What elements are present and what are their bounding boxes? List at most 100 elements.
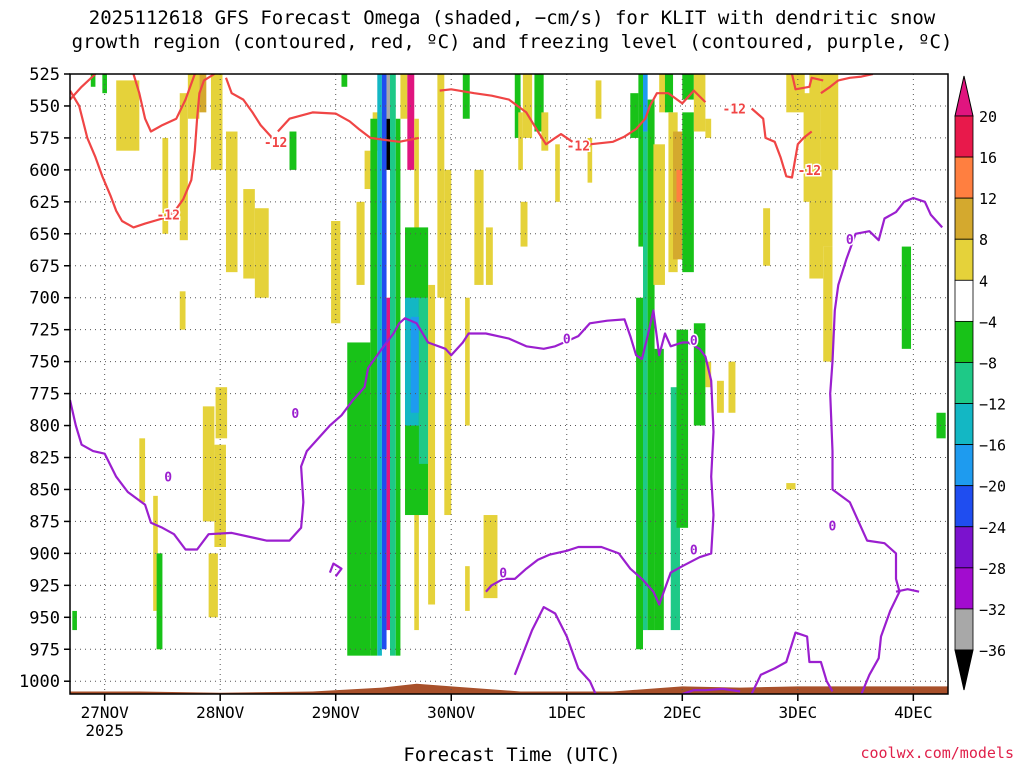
omega-cell (670, 387, 680, 631)
y-tick-label: 850 (29, 480, 60, 500)
omega-cell (820, 74, 839, 170)
omega-cell (386, 74, 391, 119)
omega-cell (555, 144, 560, 202)
x-tick-label: 2DEC (663, 703, 702, 722)
omega-cell (395, 118, 401, 656)
y-tick-label: 625 (29, 193, 60, 213)
omega-cell (638, 74, 644, 247)
omega-cell (483, 515, 498, 599)
x-tick-label: 28NOV (196, 703, 245, 722)
colorbar-top-arrow (954, 75, 974, 117)
omega-cell (210, 74, 223, 170)
snow-growth-contour-line (277, 111, 420, 143)
colorbar-swatch (954, 485, 974, 528)
freezing-level-contour-label: 0 (690, 544, 698, 559)
omega-cell (162, 137, 169, 234)
credit-link[interactable]: coolwx.com/models (860, 744, 1014, 762)
omega-cell (199, 74, 207, 113)
omega-cell (410, 316, 419, 413)
colorbar-swatch (954, 444, 974, 487)
omega-cell (187, 74, 200, 119)
omega-cell (331, 221, 341, 324)
x-tick-label: 3DEC (779, 703, 818, 722)
omega-cell (541, 112, 549, 151)
x-tick-label: 29NOV (312, 703, 361, 722)
freezing-level-contour-line (750, 631, 834, 694)
y-tick-label: 550 (29, 97, 60, 117)
terrain-fill (70, 683, 948, 694)
omega-cell (400, 74, 408, 119)
omega-cell (437, 74, 445, 298)
freezing-level-contour-line (513, 606, 597, 694)
omega-cell (444, 169, 452, 516)
colorbar-label: −28 (979, 560, 1006, 578)
omega-cell (370, 118, 378, 656)
x-tick-label: 27NOV (81, 703, 130, 722)
omega-cell (465, 297, 470, 426)
colorbar-label: −16 (979, 437, 1006, 455)
y-tick-label: 725 (29, 321, 60, 341)
omega-cell (214, 444, 226, 547)
omega-cell (356, 201, 365, 285)
colorbar-swatch (954, 526, 974, 569)
omega-cell (647, 99, 655, 631)
omega-cell (643, 131, 648, 631)
omega-cell (676, 169, 683, 202)
freezing-level-contour-label: 0 (291, 407, 299, 422)
colorbar-label: 16 (979, 149, 997, 167)
omega-cell (116, 80, 140, 151)
omega-cell (587, 137, 593, 183)
omega-cell (254, 208, 269, 298)
snow-growth-contour-line (439, 88, 574, 146)
snow-growth-contour-line (224, 77, 274, 139)
colorbar-swatch (954, 279, 974, 322)
y-tick-label: 925 (29, 576, 60, 596)
contour-labels: -12 -12 -12 -12 -12 0 0 0 0 0 0 0 0 (155, 101, 855, 583)
omega-cell (693, 74, 706, 132)
colorbar-label: −32 (979, 601, 1006, 619)
omega-cell (72, 610, 77, 631)
omega-cell (341, 74, 348, 87)
omega-cell (936, 412, 946, 439)
omega-cell (386, 118, 391, 170)
freezing-level-contour-label: 0 (690, 334, 698, 349)
freezing-level-contour-line (328, 562, 343, 578)
x-tick-sublabel: 2025 (85, 721, 124, 740)
omega-cell (289, 131, 297, 170)
colorbar-label: −20 (979, 478, 1006, 496)
omega-cell (522, 74, 533, 138)
freezing-level-contour-label: 0 (563, 333, 571, 348)
omega-cell (809, 74, 821, 100)
snow-growth-contour-label: -12 (798, 164, 821, 179)
omega-cell (654, 348, 664, 631)
y-tick-label: 600 (29, 161, 60, 181)
colorbar-label: 12 (979, 190, 997, 208)
omega-cell (364, 150, 371, 190)
colorbar-label: −24 (979, 519, 1006, 537)
omega-cell (534, 74, 544, 132)
omega-cell (347, 342, 371, 656)
omega-cell (208, 553, 218, 618)
colorbar-swatch (954, 362, 974, 404)
plot-border (69, 73, 949, 695)
colorbar-label: 8 (979, 231, 988, 249)
y-tick-label: 750 (29, 353, 60, 373)
y-tick-label: 825 (29, 449, 60, 469)
colorbar-label: −8 (979, 354, 997, 372)
omega-cell (485, 227, 493, 285)
x-tick-label: 1DEC (547, 703, 586, 722)
freezing-level-contour-line (829, 196, 944, 694)
omega-cell (465, 566, 470, 611)
omega-cell (901, 246, 912, 349)
omega-cell (407, 74, 415, 170)
omega-cell (156, 553, 163, 650)
colorbar-label: −36 (979, 642, 1006, 660)
colorbar-label: 20 (979, 108, 997, 126)
colorbar-swatch (954, 567, 974, 610)
omega-cell (653, 144, 665, 285)
y-tick-label: 775 (29, 385, 60, 405)
colorbar-swatch (954, 197, 974, 240)
snow-growth-contour-label: -12 (264, 136, 287, 151)
snow-growth-contour-label: -12 (567, 140, 590, 155)
